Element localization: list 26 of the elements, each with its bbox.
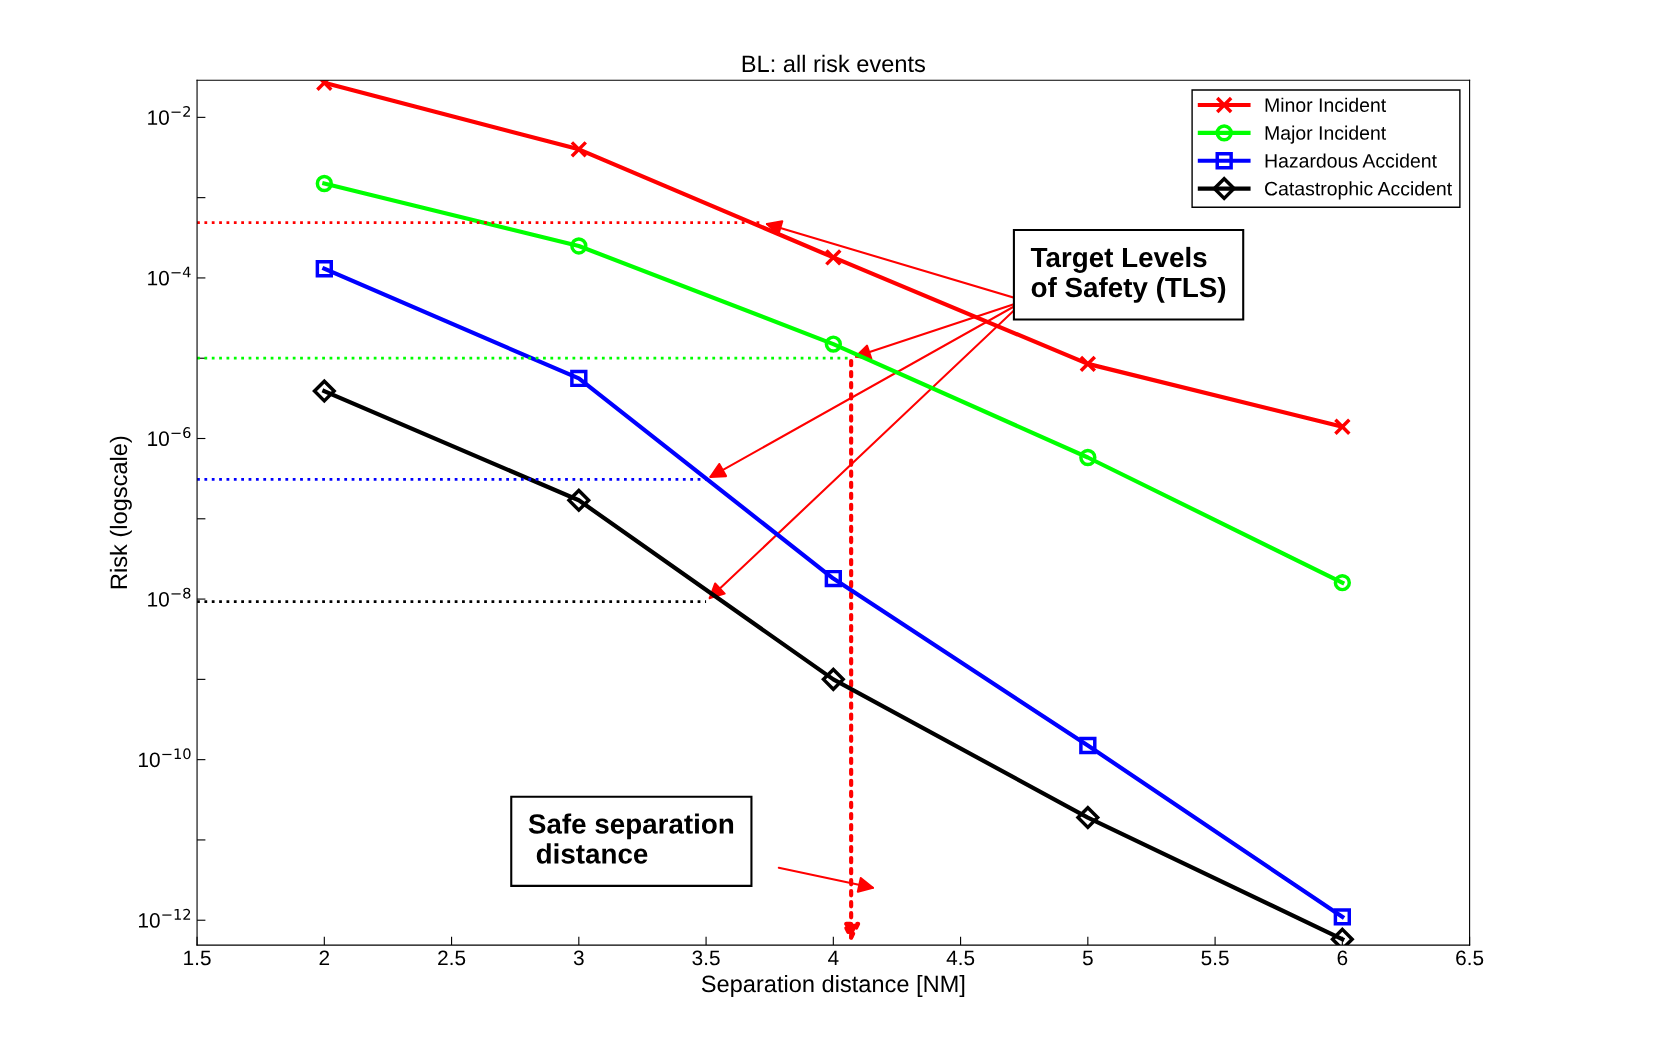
chart-title: BL: all risk events — [742, 54, 925, 73]
legend-label: Catastrophic Accident — [1265, 181, 1452, 200]
x-tick-label: 2.5 — [438, 950, 466, 966]
x-tick-label: 3.5 — [692, 950, 720, 966]
x-tick-label: 4 — [828, 950, 839, 966]
y-axis-title: Risk (logscale) — [109, 436, 132, 589]
x-tick-label: 6.5 — [1456, 950, 1484, 966]
y-tick-label: 10$^{−12}$ — [139, 908, 191, 928]
legend-label: Minor Incident — [1265, 97, 1387, 113]
annotation: Safe separation distance — [528, 813, 734, 864]
x-tick-label: 1.5 — [184, 950, 211, 966]
x-tick-label: 2 — [319, 950, 330, 966]
x-tick-label: 6 — [1337, 950, 1348, 966]
x-tick-label: 5 — [1082, 950, 1093, 966]
y-tick-label: 10$^{−10}$ — [139, 748, 191, 768]
x-tick-label: 5.5 — [1201, 950, 1229, 966]
y-tick-label: 10$^{−4}$ — [148, 266, 191, 286]
x-axis-title: Separation distance [NM] — [701, 974, 965, 997]
x-tick-label: 4.5 — [946, 950, 975, 966]
y-tick-label: 10$^{−8}$ — [148, 587, 191, 607]
legend-label: Hazardous Accident — [1265, 153, 1437, 168]
y-tick-label: 10$^{−2}$ — [148, 105, 190, 125]
y-tick-label: 10$^{−6}$ — [148, 427, 191, 447]
annotation: Target Levels of Safety (TLS) — [1030, 246, 1226, 303]
x-tick-label: 3 — [573, 950, 584, 966]
legend-label: Major Incident — [1265, 125, 1387, 144]
